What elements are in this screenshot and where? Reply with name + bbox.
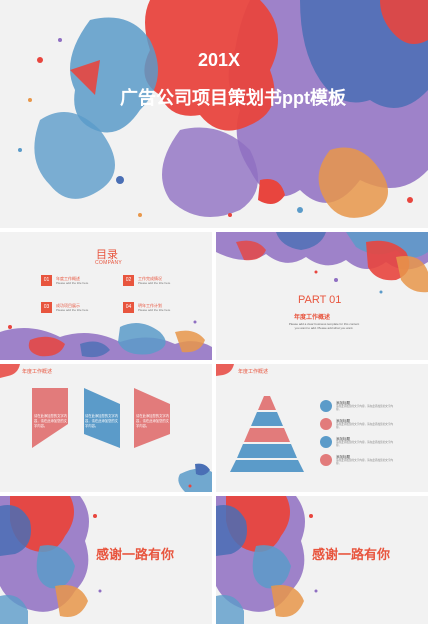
pyramid-item-desc: 请在此添加您的文字内容，请在此添加您的文字内容。 <box>336 405 394 412</box>
pyramid-tier-5 <box>230 460 304 472</box>
toc-title: 目录 <box>96 249 118 261</box>
pyramid-tier-1 <box>258 396 276 410</box>
pyramid-graphic <box>230 396 304 472</box>
toc-item-number: 04 <box>123 302 134 313</box>
cover-year: 201X <box>198 50 241 70</box>
pyramid-item-desc: 请在此添加您的文字内容，请在此添加您的文字内容。 <box>336 459 394 466</box>
thanks-slide-1[interactable]: 感谢一路有你 <box>0 496 212 624</box>
toc-item-desc: Please add the title here <box>138 308 171 312</box>
part-number: PART 01 <box>298 294 342 306</box>
thanks-text: 感谢一路有你 <box>96 547 175 562</box>
process-slide[interactable]: 年度工作概述 请在此添加您的文字内容，请在此添加您的文字内容。 请在此添加您的文… <box>0 364 212 492</box>
corner-splash <box>0 364 212 492</box>
toc-item-desc: Please add the title here <box>56 281 89 285</box>
location-icon <box>320 400 332 412</box>
toc-item-label: 成功项目展示 <box>56 303 80 308</box>
people-icon <box>320 436 332 448</box>
paint-splash-background <box>0 320 212 360</box>
toc-item-desc: Please add the title here <box>138 281 171 285</box>
corner-splash <box>216 364 234 376</box>
pyramid-item-desc: 请在此添加您的文字内容，请在此添加您的文字内容。 <box>336 423 394 430</box>
section-header: 年度工作概述 <box>238 369 269 375</box>
cover-title: 广告公司项目策划书ppt模板 <box>120 88 346 108</box>
paint-splash-background <box>216 496 318 624</box>
paint-splash-background <box>18 0 428 218</box>
thanks-text: 感谢一路有你 <box>312 547 391 562</box>
toc-item-number: 01 <box>41 275 52 286</box>
paint-splash-background <box>0 496 102 624</box>
pyramid-item-label: 添加标题 <box>336 419 350 423</box>
pyramid-tier-3 <box>244 428 290 442</box>
pyramid-tier-4 <box>237 444 297 458</box>
process-arrow-text-3: 请在此添加您的文字内容，请在此添加您的文字内容。 <box>136 414 169 428</box>
process-arrow-text-2: 请在此添加您的文字内容，请在此添加您的文字内容。 <box>85 414 118 428</box>
part-title: 年度工作概述 <box>294 315 331 321</box>
pyramid-tier-2 <box>251 412 283 426</box>
toc-item-number: 03 <box>41 302 52 313</box>
pyramid-item-label: 添加标题 <box>336 401 350 405</box>
toc-slide[interactable]: 目录 COMPANY 01 年度工作概述 Please add the titl… <box>0 232 212 360</box>
part-slide[interactable]: PART 01 年度工作概述 Please add a clear busine… <box>216 232 428 360</box>
pyramid-slide[interactable]: 年度工作概述 添加标题 请在此添加您的文字内容，请在此添加您的文字内容。 添加标… <box>216 364 428 492</box>
toc-item-label: 明年工作计划 <box>138 303 162 308</box>
toc-item-desc: Please add the title here <box>56 308 89 312</box>
cover-slide[interactable]: 201X 广告公司项目策划书ppt模板 <box>0 0 428 228</box>
search-icon <box>320 454 332 466</box>
thanks-slide-2[interactable]: 感谢一路有你 <box>216 496 428 624</box>
process-arrow-1 <box>32 388 68 448</box>
paint-splash-background <box>216 232 428 294</box>
process-arrow-2 <box>84 388 120 448</box>
chart-icon <box>320 418 332 430</box>
part-description: Please add a clear business template for… <box>288 322 360 330</box>
section-header: 年度工作概述 <box>22 369 53 375</box>
pyramid-item-desc: 请在此添加您的文字内容，请在此添加您的文字内容。 <box>336 441 394 448</box>
process-arrows <box>32 388 170 448</box>
toc-item-label: 年度工作概述 <box>56 276 80 281</box>
pyramid-item-label: 添加标题 <box>336 437 350 441</box>
pyramid-item-label: 添加标题 <box>336 455 350 459</box>
toc-item-label: 工作完成情况 <box>138 276 162 281</box>
toc-subtitle: COMPANY <box>95 260 123 266</box>
process-arrow-3 <box>134 388 170 448</box>
toc-item-number: 02 <box>123 275 134 286</box>
process-arrow-text-1: 请在此添加您的文字内容，请在此添加您的文字内容。 <box>34 414 67 428</box>
